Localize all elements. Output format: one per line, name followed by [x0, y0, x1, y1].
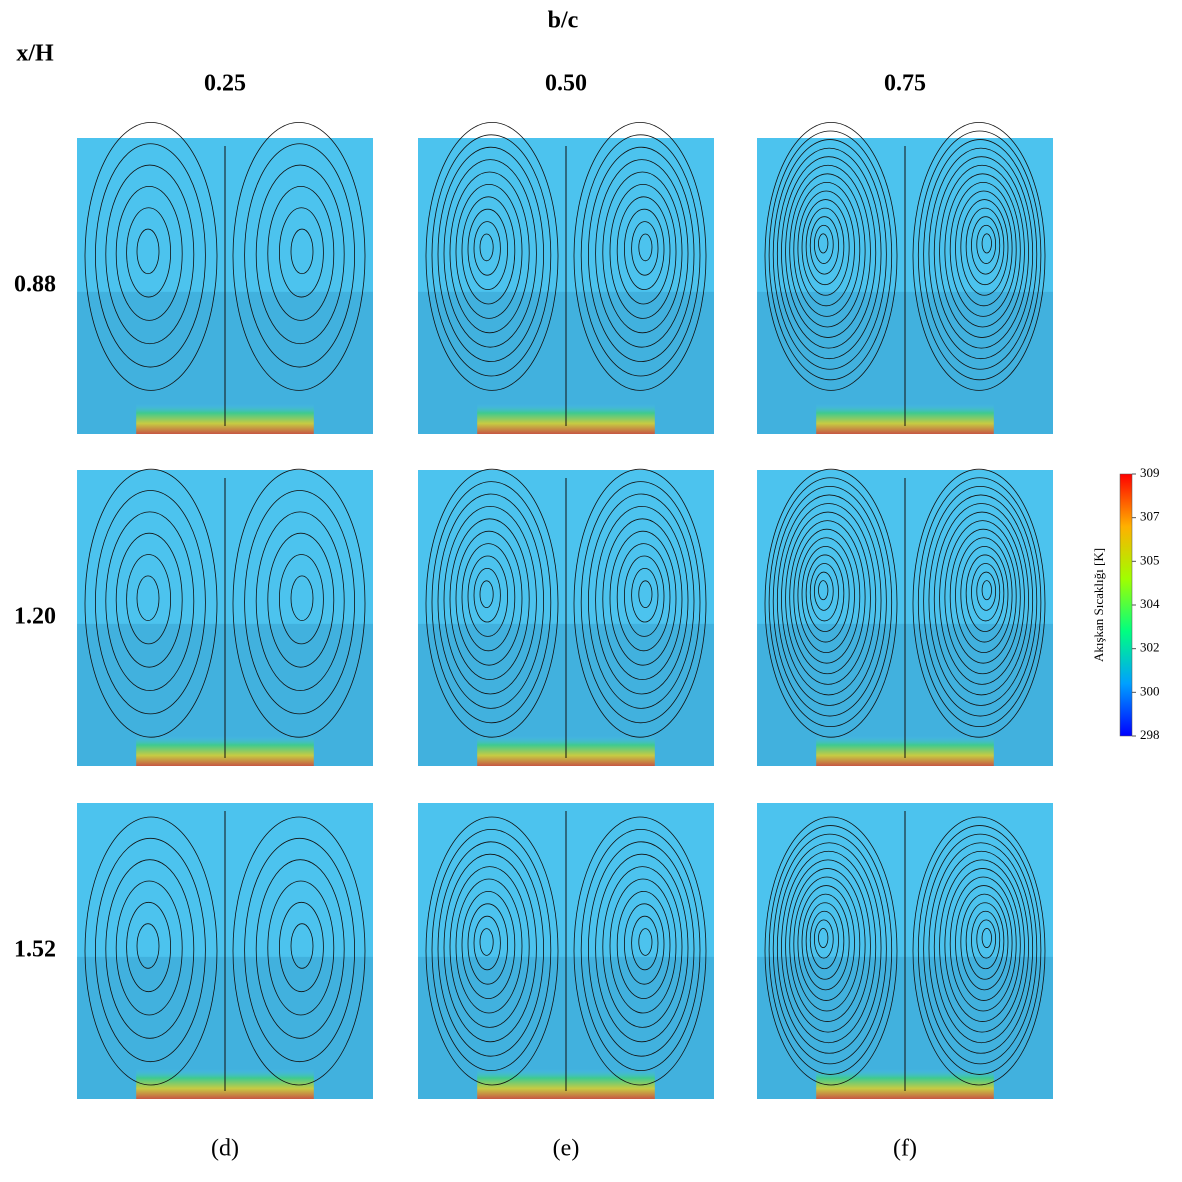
- row-axis-title: x/H: [16, 41, 54, 67]
- panel-label: (d): [211, 1136, 239, 1162]
- colorbar-tick-label: 302: [1140, 640, 1160, 655]
- row-label: 0.88: [14, 272, 56, 298]
- column-axis-title: b/c: [548, 8, 579, 34]
- colorbar-title: Akışkan Sıcaklığı [K]: [1091, 548, 1106, 662]
- panel-label: (e): [553, 1136, 580, 1162]
- row-label: 1.52: [14, 937, 56, 963]
- colorbar-tick-label: 300: [1140, 683, 1160, 698]
- column-label: 0.25: [204, 71, 246, 97]
- colorbar-tick-label: 298: [1140, 727, 1160, 742]
- figure: b/c x/H Akışkan Sıcaklığı [K] 0.25 0.50 0.…: [0, 0, 1182, 1177]
- colorbar-tick-label: 307: [1140, 509, 1160, 524]
- colorbar-tick-label: 305: [1140, 552, 1160, 567]
- column-label: 0.50: [545, 71, 587, 97]
- colorbar-tick-label: 309: [1140, 465, 1160, 480]
- panel-label: (f): [893, 1136, 917, 1162]
- column-label: 0.75: [884, 71, 926, 97]
- colorbar-tick-label: 304: [1140, 596, 1160, 611]
- colorbar: [1120, 474, 1132, 736]
- row-label: 1.20: [14, 604, 56, 630]
